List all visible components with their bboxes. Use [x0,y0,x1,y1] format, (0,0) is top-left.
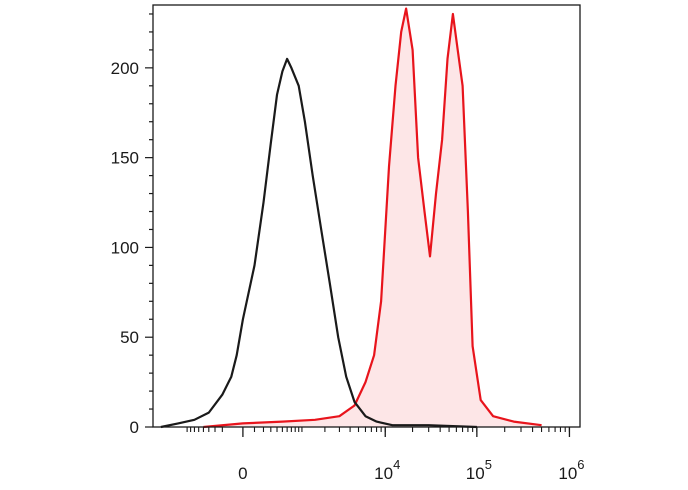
plot-area [160,7,542,429]
y-tick-label: 200 [111,59,139,78]
series-1-line [203,7,542,429]
series-1-fill [203,8,542,427]
x-tick-label: 0 [238,464,247,483]
x-tick-label: 104 [374,457,400,483]
x-tick-label: 106 [558,457,584,483]
y-tick-label: 100 [111,238,139,257]
y-tick-label: 50 [120,328,139,347]
plot-frame [152,4,581,428]
y-tick-label: 150 [111,149,139,168]
y-tick-label: 0 [130,418,139,437]
series-0-line [160,57,477,429]
x-tick-label: 105 [466,457,492,483]
axes: 0 50 100 150 200 0 104 105 106 [111,4,585,483]
